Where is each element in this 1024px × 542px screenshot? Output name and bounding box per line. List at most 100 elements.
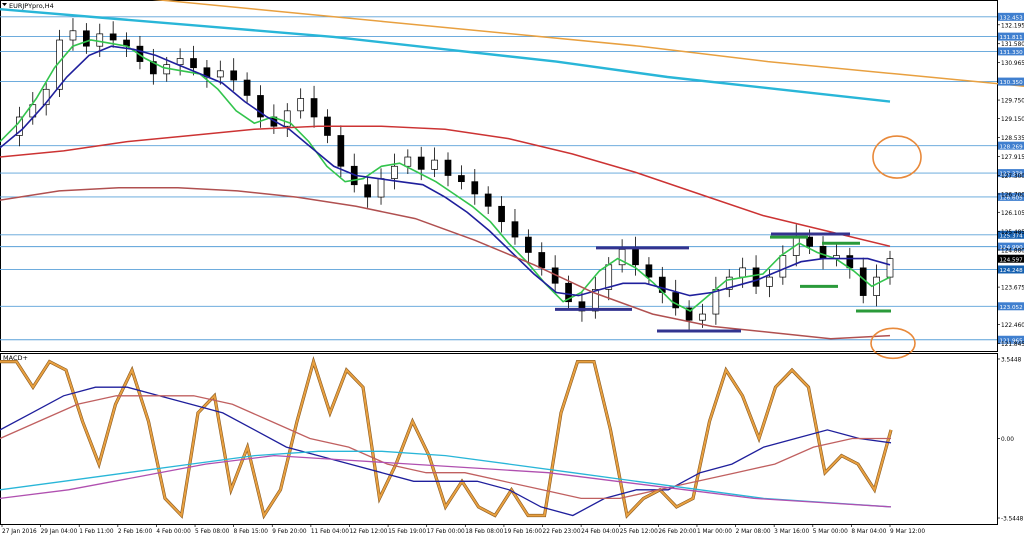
- candle-body: [779, 255, 787, 278]
- level-tag: [998, 265, 1024, 274]
- macd-panel-frame: [0, 353, 998, 525]
- candle-body: [538, 252, 546, 269]
- level-tag-label: 124.990: [1000, 245, 1024, 251]
- level-tag-label: 123.052: [1000, 305, 1023, 311]
- symbol-menu-arrow-icon[interactable]: [2, 3, 7, 6]
- price-tick-label: 125.485: [1001, 230, 1024, 236]
- candle-body: [190, 58, 197, 69]
- time-tick-label: 26 Feb 20:00: [658, 529, 696, 535]
- candle-body: [752, 267, 760, 287]
- candle-body: [511, 221, 519, 238]
- time-tick-label: 2 Feb 16:00: [118, 529, 153, 535]
- candle-body: [699, 313, 706, 321]
- time-tick-label: 4 Feb 00:00: [156, 529, 191, 535]
- level-tag-label: 131.330: [1000, 50, 1024, 56]
- candle-body: [377, 178, 385, 198]
- level-tag: [998, 32, 1024, 41]
- time-tick-label: 3 Mar 16:00: [774, 529, 809, 535]
- price-tick-label: 127.300: [1001, 174, 1024, 180]
- price-tick-label: 127.915: [1001, 155, 1024, 161]
- price-panel: [0, 0, 1024, 360]
- level-tag-label: 127.378: [1000, 172, 1024, 178]
- candle-body: [819, 245, 827, 259]
- candle-body: [136, 45, 144, 62]
- level-tag: [998, 335, 1024, 344]
- level-tag-label: 124.248: [1000, 268, 1024, 274]
- candle-body: [404, 156, 412, 167]
- price-tick-label: 129.750: [1001, 99, 1024, 105]
- level-tag-label: 121.965: [1000, 338, 1024, 344]
- macd-title: MACD+: [3, 354, 28, 362]
- candle-body: [591, 289, 599, 312]
- time-tick-label: 5 Feb 08:00: [195, 529, 230, 535]
- candle-body: [578, 301, 586, 312]
- macd-tick-label: 3.5448: [1001, 357, 1022, 363]
- level-tag: [998, 192, 1024, 201]
- price-tick-label: 122.460: [1001, 323, 1024, 329]
- macd-series-line: [0, 386, 892, 517]
- time-tick-label: 5 Mar 00:00: [813, 529, 848, 535]
- candle-body: [230, 70, 238, 81]
- moving-average-line: [0, 125, 891, 248]
- candle-body: [725, 276, 733, 290]
- level-tag-label: 130.350: [1000, 80, 1024, 86]
- macd-series-line: [0, 450, 892, 508]
- candle-body: [498, 205, 505, 223]
- annotation-circle: [870, 327, 916, 360]
- candle-body: [605, 264, 613, 290]
- candle-body: [458, 175, 465, 183]
- candle-body: [618, 249, 626, 266]
- candle-body: [149, 61, 157, 75]
- level-tag-label: 124.597: [1000, 257, 1024, 263]
- price-tick-label: 130.965: [1001, 61, 1024, 67]
- time-tick-label: 27 Jan 2016: [2, 529, 37, 535]
- time-tick-label: 2 Mar 08:00: [736, 529, 771, 535]
- time-tick-label: 19 Feb 16:00: [504, 529, 542, 535]
- annotation-circle: [872, 135, 922, 179]
- macd-panel: [0, 353, 998, 525]
- macd-series-line: [0, 395, 891, 500]
- candle-body: [283, 110, 291, 127]
- time-tick-label: 15 Feb 19:00: [388, 529, 426, 535]
- candle-body: [417, 156, 425, 170]
- macd-series-line: [0, 358, 892, 519]
- candle-body: [243, 79, 251, 96]
- price-tick-label: 123.675: [1001, 286, 1024, 292]
- candle-body: [16, 116, 23, 136]
- candle-body: [364, 184, 371, 198]
- moving-average-line: [0, 187, 891, 340]
- candle-body: [645, 264, 653, 278]
- level-tag: [998, 242, 1024, 251]
- time-tick-label: 25 Feb 12:00: [620, 529, 658, 535]
- time-tick-label: 1 Feb 11:00: [79, 529, 114, 535]
- level-tag-label: 126.605: [1000, 195, 1024, 201]
- level-tag-label: 125.374: [1000, 233, 1024, 239]
- level-tag-label: 128.269: [1000, 144, 1024, 150]
- candle-body: [525, 236, 532, 253]
- candle-body: [96, 33, 104, 47]
- time-tick-label: 12 Feb 12:00: [349, 529, 387, 535]
- candle-body: [672, 292, 680, 309]
- candle-body: [176, 58, 184, 66]
- level-tag: [998, 47, 1024, 56]
- macd-axis: 3.5448 0.00 -3.5448: [997, 357, 1024, 523]
- candle-body: [712, 289, 720, 315]
- level-tag: [998, 254, 1024, 263]
- time-tick-label: 29 Jan 04:00: [41, 529, 78, 535]
- candle-body: [42, 88, 50, 106]
- candle-body: [310, 98, 318, 118]
- level-tag-label: 132.453: [1000, 15, 1024, 21]
- time-tick-label: 1 Mar 00:00: [697, 529, 732, 535]
- time-tick-label: 11 Feb 04:00: [311, 529, 349, 535]
- level-tag: [998, 302, 1024, 311]
- time-tick-label: 18 Feb 08:00: [465, 529, 503, 535]
- candle-body: [109, 33, 117, 41]
- moving-average-line: [0, 45, 891, 297]
- candle-body: [431, 159, 438, 170]
- level-tag-label: 131.811: [1000, 35, 1024, 41]
- candle-body: [565, 282, 572, 303]
- macd-main-line-outline: [0, 356, 893, 520]
- candle-body: [69, 30, 77, 41]
- level-tag: [998, 77, 1024, 86]
